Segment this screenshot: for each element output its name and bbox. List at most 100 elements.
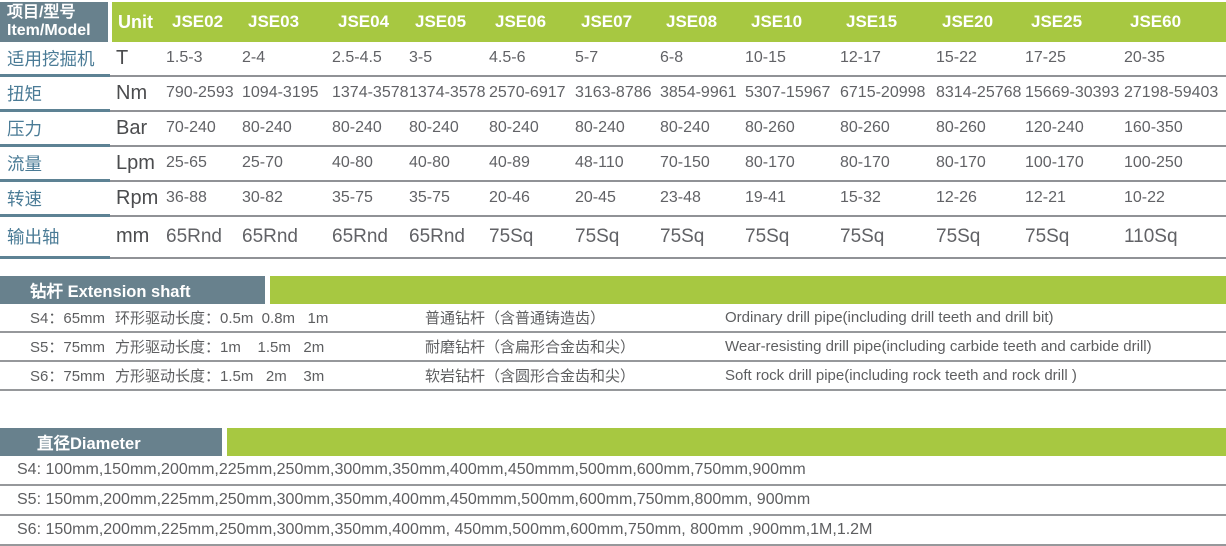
value-cell: 75Sq xyxy=(571,215,656,259)
spec-table-row: 适用挖掘机 T 1.5-3 2-4 2.5-4.5 3-5 4.5-6 5-7 6-8 10-15… xyxy=(0,42,1226,77)
value-cell: 40-80 xyxy=(328,145,405,182)
value-cell: 10-15 xyxy=(741,42,836,77)
unit-cell: Rpm xyxy=(110,180,162,217)
value-cell: 19-41 xyxy=(741,180,836,217)
shaft-size-label: S6：75mm xyxy=(30,368,106,385)
value-cell: 25-65 xyxy=(162,145,238,182)
value-cell: 12-21 xyxy=(1021,180,1120,217)
value-cell: 75Sq xyxy=(741,215,836,259)
value-cell: 80-260 xyxy=(932,110,1021,147)
model-header-jse03: JSE03 xyxy=(238,2,328,42)
value-cell: 70-240 xyxy=(162,110,238,147)
value-cell: 65Rnd xyxy=(238,215,328,259)
value-cell: 80-170 xyxy=(741,145,836,182)
value-cell: 3163-8786 xyxy=(571,75,656,112)
extension-shaft-header: 钻杆 Extension shaft xyxy=(0,276,1226,304)
value-cell: 790-2593 xyxy=(162,75,238,112)
diameter-row: S4: 100mm,150mm,200mm,225mm,250mm,300mm,… xyxy=(0,456,1226,486)
value-cell: 65Rnd xyxy=(405,215,485,259)
extension-shaft-section: 钻杆 Extension shaft S4：65mm 环形驱动长度：0.5m 0.… xyxy=(0,276,1226,391)
value-cell: 15-22 xyxy=(932,42,1021,77)
drive-length: 环形驱动长度：0.5m 0.8m 1m xyxy=(115,310,329,327)
value-cell: 40-80 xyxy=(405,145,485,182)
unit-cell: T xyxy=(110,42,162,77)
value-cell: 17-25 xyxy=(1021,42,1120,77)
corner-line2: Item/Model xyxy=(7,22,91,39)
drill-type-cn: 普通钻杆（含普通铸造齿） xyxy=(425,310,606,327)
shaft-size-label: S5：75mm xyxy=(30,339,106,356)
value-cell: 27198-59403 xyxy=(1120,75,1226,112)
model-header-jse04: JSE04 xyxy=(328,2,405,42)
shaft-size-label: S4：65mm xyxy=(30,310,106,327)
diameter-row: S6: 150mm,200mm,225mm,250mm,300mm,350mm,… xyxy=(0,516,1226,546)
value-cell: 5-7 xyxy=(571,42,656,77)
model-header-jse10: JSE10 xyxy=(741,2,836,42)
spec-table-row: 压力 Bar 70-240 80-240 80-240 80-240 80-240 80-24… xyxy=(0,110,1226,147)
value-cell: 2.5-4.5 xyxy=(328,42,405,77)
value-cell: 10-22 xyxy=(1120,180,1226,217)
section-title-extension-shaft: 钻杆 Extension shaft xyxy=(0,276,265,304)
value-cell: 65Rnd xyxy=(328,215,405,259)
value-cell: 3854-9961 xyxy=(656,75,741,112)
diameter-row: S5: 150mm,200mm,225mm,250mm,300mm,350mm,… xyxy=(0,486,1226,516)
drive-length: 方形驱动长度：1.5m 2m 3m xyxy=(115,368,325,385)
value-cell: 8314-25768 xyxy=(932,75,1021,112)
extension-shaft-row: S6：75mm 方形驱动长度：1.5m 2m 3m 软岩钻杆（含圆形合金齿和尖） So… xyxy=(0,362,1226,391)
value-cell: 15-32 xyxy=(836,180,932,217)
value-cell: 5307-15967 xyxy=(741,75,836,112)
value-cell: 23-48 xyxy=(656,180,741,217)
value-cell: 3-5 xyxy=(405,42,485,77)
value-cell: 120-240 xyxy=(1021,110,1120,147)
spec-table-row: 扭矩 Nm 790-2593 1094-3195 1374-3578 1374-3578 2… xyxy=(0,75,1226,112)
value-cell: 12-26 xyxy=(932,180,1021,217)
value-cell: 100-170 xyxy=(1021,145,1120,182)
value-cell: 1.5-3 xyxy=(162,42,238,77)
value-cell: 30-82 xyxy=(238,180,328,217)
value-cell: 80-170 xyxy=(836,145,932,182)
value-cell: 36-88 xyxy=(162,180,238,217)
value-cell: 4.5-6 xyxy=(485,42,571,77)
row-label: 扭矩 xyxy=(0,75,110,112)
extension-shaft-row: S4：65mm 环形驱动长度：0.5m 0.8m 1m 普通钻杆（含普通铸造齿） Or… xyxy=(0,304,1226,333)
value-cell: 80-240 xyxy=(405,110,485,147)
value-cell: 1094-3195 xyxy=(238,75,328,112)
corner-cell: 项目/型号 Item/Model xyxy=(0,2,112,42)
section-title-diameter: 直径Diameter xyxy=(0,428,222,456)
model-header-jse60: JSE60 xyxy=(1120,2,1226,42)
drill-type-cn: 软岩钻杆（含圆形合金齿和尖） xyxy=(425,368,636,385)
value-cell: 100-250 xyxy=(1120,145,1226,182)
value-cell: 20-46 xyxy=(485,180,571,217)
drill-type-en: Soft rock drill pipe(including rock teet… xyxy=(725,367,1077,384)
value-cell: 80-260 xyxy=(836,110,932,147)
spec-table-header-row: 项目/型号 Item/Model Unit JSE02 JSE03 JSE04 JSE05 J… xyxy=(0,2,1226,42)
model-header-jse02: JSE02 xyxy=(162,2,238,42)
value-cell: 15669-30393 xyxy=(1021,75,1120,112)
model-header-jse06: JSE06 xyxy=(485,2,571,42)
row-label: 流量 xyxy=(0,145,110,182)
drive-length: 方形驱动长度：1m 1.5m 2m xyxy=(115,339,325,356)
value-cell: 80-240 xyxy=(656,110,741,147)
extension-shaft-row: S5：75mm 方形驱动长度：1m 1.5m 2m 耐磨钻杆（含扁形合金齿和尖） We… xyxy=(0,333,1226,362)
value-cell: 80-240 xyxy=(238,110,328,147)
diameter-section: 直径Diameter S4: 100mm,150mm,200mm,225mm,2… xyxy=(0,428,1226,546)
value-cell: 25-70 xyxy=(238,145,328,182)
value-cell: 6715-20998 xyxy=(836,75,932,112)
spec-table: 项目/型号 Item/Model Unit JSE02 JSE03 JSE04 JSE05 J… xyxy=(0,2,1226,259)
value-cell: 80-240 xyxy=(485,110,571,147)
unit-header: Unit xyxy=(110,2,162,42)
drill-type-cn: 耐磨钻杆（含扁形合金齿和尖） xyxy=(425,339,636,356)
value-cell: 2570-6917 xyxy=(485,75,571,112)
value-cell: 80-240 xyxy=(571,110,656,147)
model-header-jse15: JSE15 xyxy=(836,2,932,42)
value-cell: 1374-3578 xyxy=(405,75,486,112)
value-cell: 65Rnd xyxy=(162,215,238,259)
diameter-header: 直径Diameter xyxy=(0,428,1226,456)
spec-table-row: 转速 Rpm 36-88 30-82 35-75 35-75 20-46 20-45 23-48… xyxy=(0,180,1226,217)
spec-table-row: 输出轴 mm 65Rnd 65Rnd 65Rnd 65Rnd 75Sq 75Sq 75Sq 75S… xyxy=(0,215,1226,259)
green-bar xyxy=(227,428,1226,456)
row-label: 压力 xyxy=(0,110,110,147)
value-cell: 70-150 xyxy=(656,145,741,182)
model-header-jse05: JSE05 xyxy=(405,2,485,42)
value-cell: 80-170 xyxy=(932,145,1021,182)
unit-cell: Lpm xyxy=(110,145,162,182)
